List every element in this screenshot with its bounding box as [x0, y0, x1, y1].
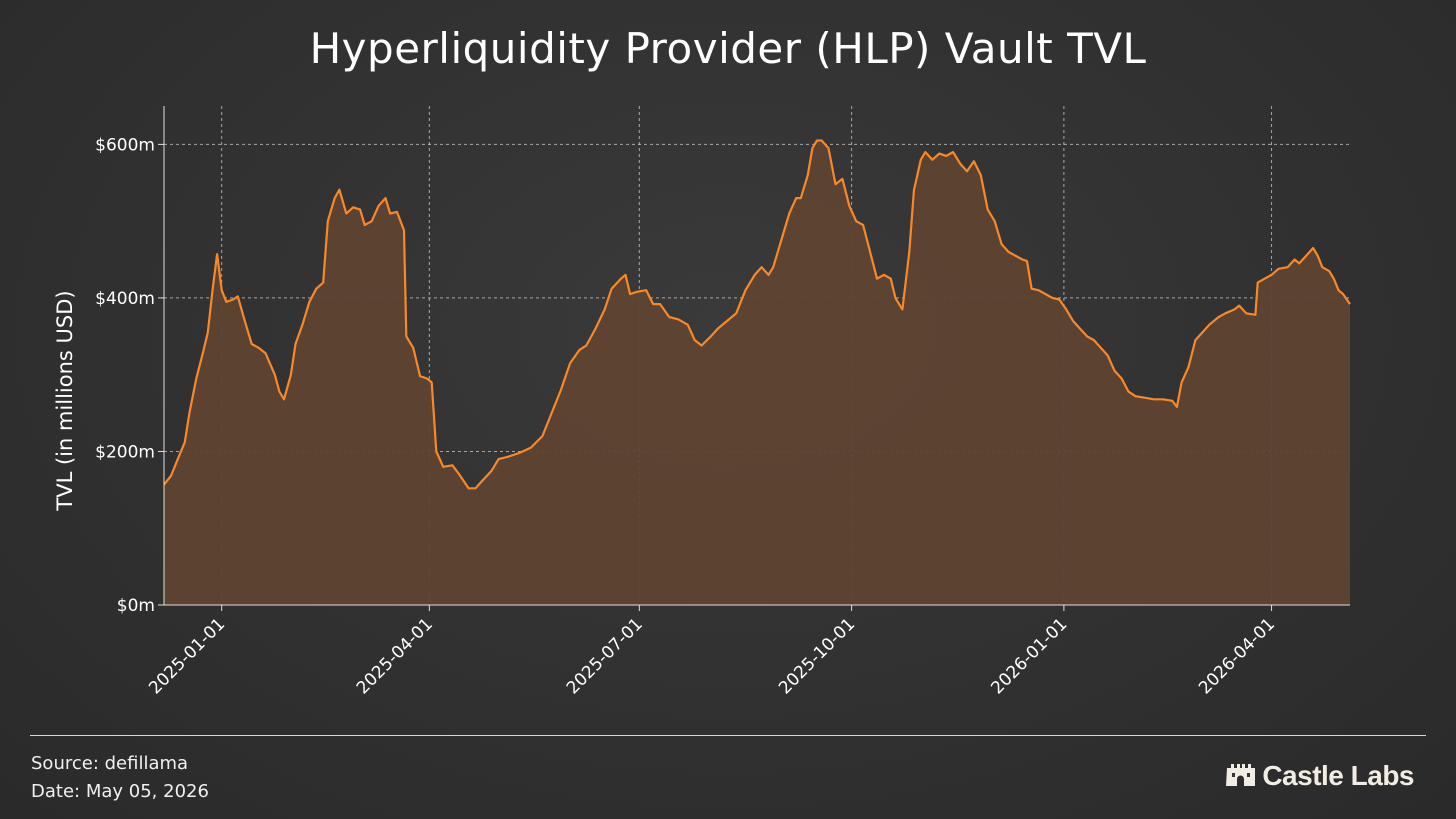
date-line: Date: May 05, 2026: [31, 781, 209, 802]
source-label: Source:: [31, 753, 99, 774]
x-tick-label: 2025-10-01: [775, 614, 859, 698]
chart-title: Hyperliquidity Provider (HLP) Vault TVL: [309, 24, 1147, 73]
source-value: defillama: [104, 753, 189, 774]
tvl-line: [163, 139, 1351, 490]
y-tick-label: $200m: [95, 442, 155, 462]
axis-layer: [158, 106, 1350, 611]
castle-icon: [1226, 762, 1256, 790]
footer-divider: [30, 735, 1426, 736]
x-tick-label: 2026-01-01: [987, 614, 1071, 698]
y-tick-label: $400m: [95, 289, 155, 309]
y-axis-label: TVL (in millions USD): [53, 290, 77, 511]
y-tick-label: $0m: [117, 596, 155, 616]
date-value: May 05, 2026: [85, 781, 209, 802]
source-line: Source: defillama: [31, 753, 188, 774]
brand-logo: Castle Labs: [1226, 760, 1414, 792]
x-tick-label: 2025-01-01: [145, 614, 229, 698]
area-layer: [163, 139, 1351, 605]
date-label: Date:: [31, 781, 81, 802]
brand-name: Castle Labs: [1262, 760, 1414, 791]
y-tick-label: $600m: [95, 135, 155, 155]
tvl-area-fill: [164, 140, 1350, 605]
x-tick-label: 2025-04-01: [353, 614, 437, 698]
x-tick-label: 2026-04-01: [1195, 614, 1279, 698]
x-tick-label: 2025-07-01: [563, 614, 647, 698]
